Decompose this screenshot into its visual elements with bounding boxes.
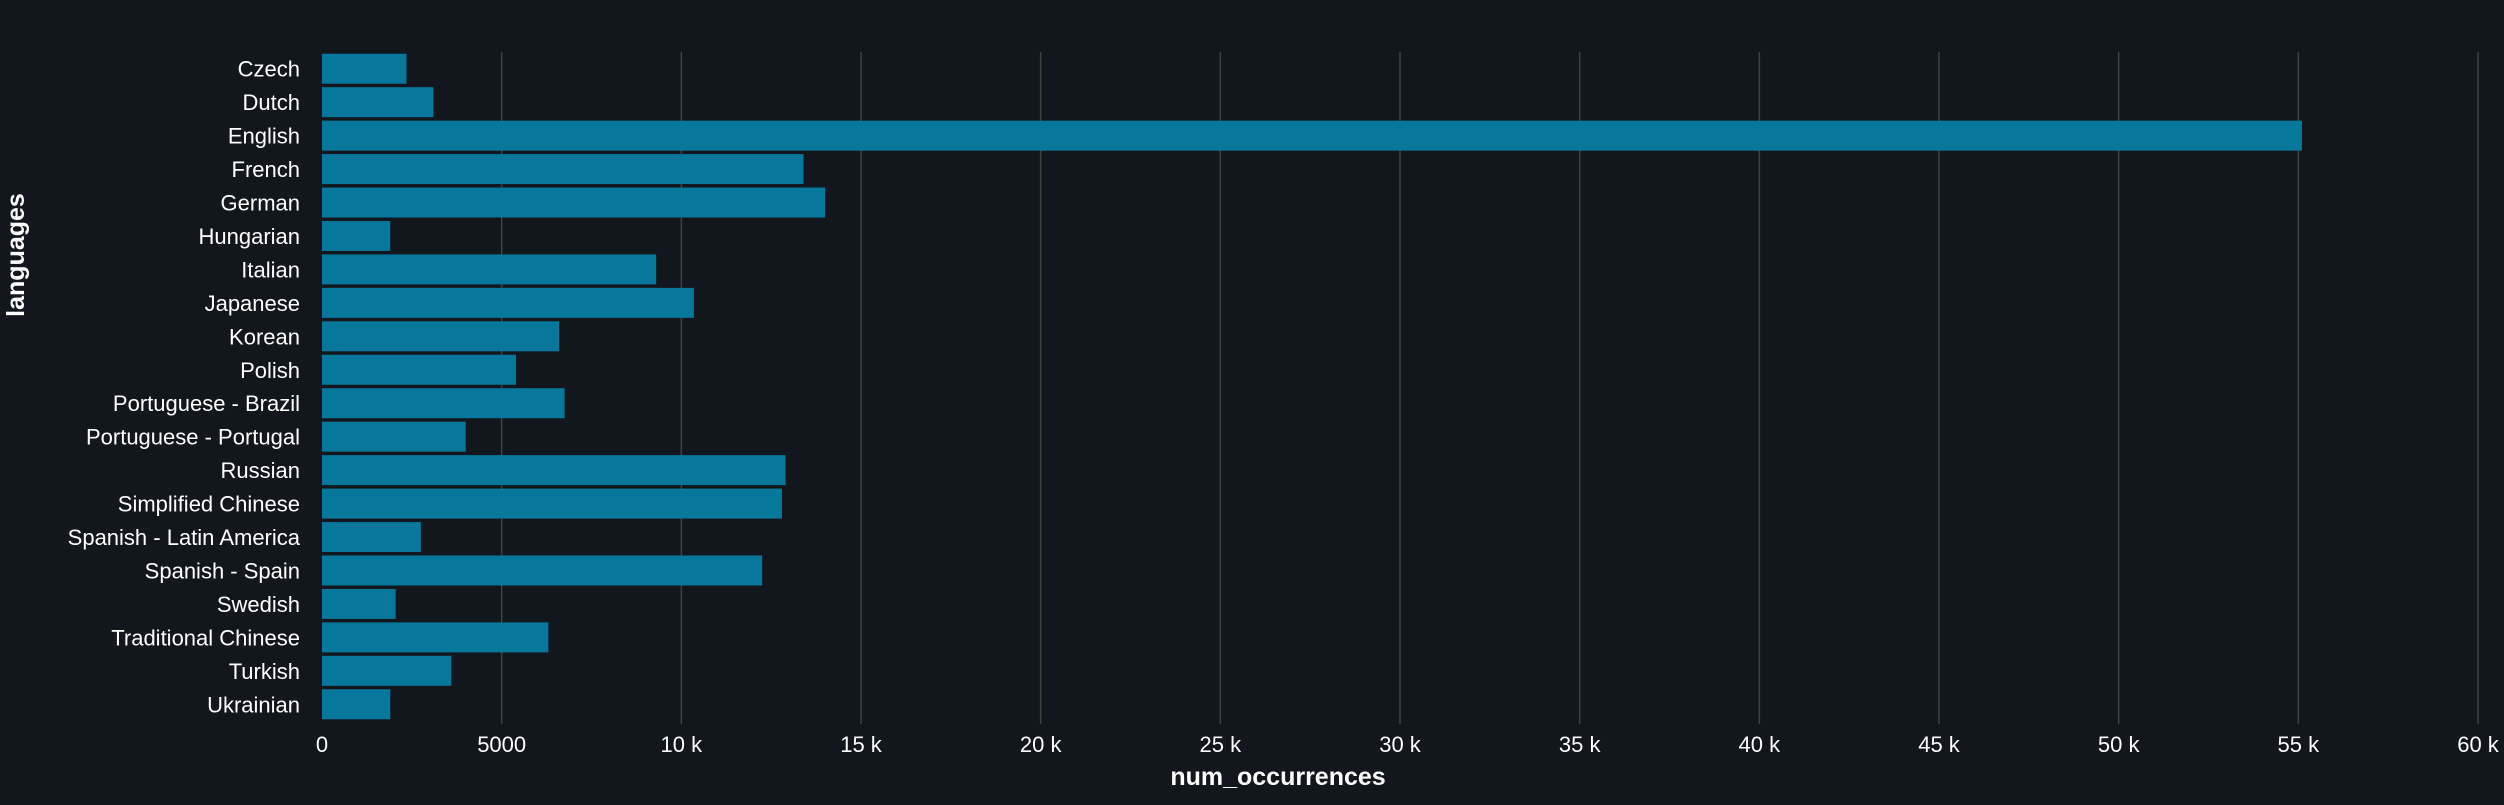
y-tick-labels: Czech Dutch English French German Hungarian It… xyxy=(68,57,301,718)
y-tick-label: Traditional Chinese xyxy=(111,625,300,650)
bar xyxy=(322,120,2302,151)
bar xyxy=(322,321,560,352)
y-tick-label: Portuguese - Brazil xyxy=(113,391,300,416)
bar xyxy=(322,488,782,519)
y-tick-label: Spanish - Spain xyxy=(145,558,300,583)
y-tick-label: Portuguese - Portugal xyxy=(86,425,300,450)
x-tick-label: 40 k xyxy=(1739,732,1782,757)
y-tick-label: Czech xyxy=(238,57,300,82)
bar xyxy=(322,154,804,185)
x-tick-label: 50 k xyxy=(2098,732,2141,757)
x-tick-label: 25 k xyxy=(1200,732,1243,757)
bar xyxy=(322,53,407,84)
y-tick-label: Spanish - Latin America xyxy=(68,525,301,550)
bar xyxy=(322,254,657,285)
y-tick-label: English xyxy=(228,124,300,149)
x-tick-label: 5000 xyxy=(477,732,526,757)
bar xyxy=(322,354,517,385)
y-tick-label: Polish xyxy=(240,358,300,383)
bar xyxy=(322,220,391,251)
x-tick-label: 45 k xyxy=(1918,732,1961,757)
y-tick-label: German xyxy=(221,191,300,216)
y-tick-label: Hungarian xyxy=(198,224,300,249)
y-tick-label: Turkish xyxy=(229,659,300,684)
x-tick-label: 60 k xyxy=(2457,732,2500,757)
bar xyxy=(322,588,396,619)
y-tick-label: Japanese xyxy=(205,291,300,316)
y-tick-label: Russian xyxy=(221,458,300,483)
bars xyxy=(322,53,2302,720)
x-tick-label: 0 xyxy=(316,732,328,757)
y-axis-title: languages xyxy=(2,193,30,317)
x-tick-labels: 0 5000 10 k 15 k 20 k 25 k 30 k 35 k 40 k 45 k 50 … xyxy=(316,732,2500,757)
bar xyxy=(322,689,391,720)
bar xyxy=(322,287,694,318)
bar xyxy=(322,187,826,218)
bar xyxy=(322,421,466,452)
x-tick-label: 15 k xyxy=(840,732,883,757)
x-tick-label: 35 k xyxy=(1559,732,1602,757)
x-tick-label: 55 k xyxy=(2278,732,2321,757)
bar xyxy=(322,388,565,419)
y-tick-label: Simplified Chinese xyxy=(118,492,300,517)
y-tick-label: Dutch xyxy=(243,90,300,115)
bar xyxy=(322,455,786,486)
x-tick-label: 20 k xyxy=(1020,732,1063,757)
y-tick-label: Korean xyxy=(229,324,300,349)
x-axis-title: num_occurrences xyxy=(1170,763,1385,791)
gridlines xyxy=(500,52,2479,724)
x-tick-label: 30 k xyxy=(1379,732,1422,757)
bar xyxy=(322,622,549,653)
y-tick-label: Swedish xyxy=(217,592,300,617)
bar xyxy=(322,555,763,586)
bar xyxy=(322,87,434,118)
bar xyxy=(322,522,421,553)
y-tick-label: Ukrainian xyxy=(207,692,300,717)
bar xyxy=(322,655,452,686)
y-tick-label: Italian xyxy=(241,257,300,282)
x-tick-label: 10 k xyxy=(661,732,704,757)
y-tick-label: French xyxy=(232,157,300,182)
